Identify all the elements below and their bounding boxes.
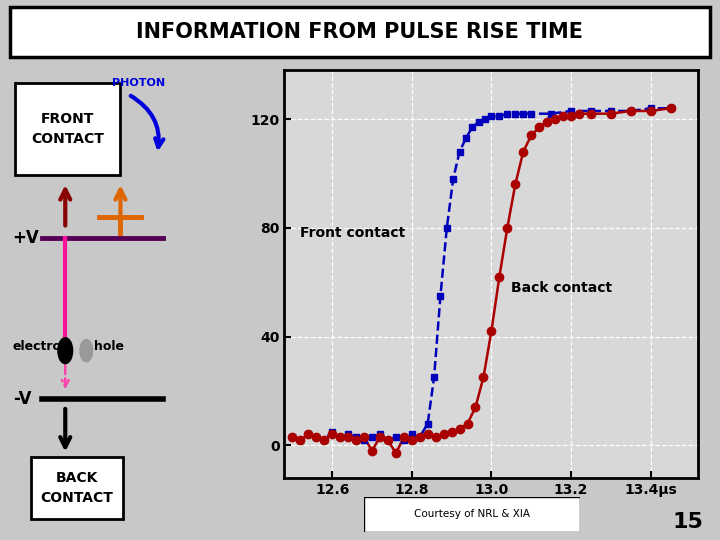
FancyBboxPatch shape: [31, 457, 123, 519]
Text: BACK
CONTACT: BACK CONTACT: [40, 471, 114, 505]
Text: INFORMATION FROM PULSE RISE TIME: INFORMATION FROM PULSE RISE TIME: [137, 22, 583, 42]
Circle shape: [80, 340, 93, 362]
Text: PHOTON: PHOTON: [112, 78, 166, 88]
Text: FRONT
CONTACT: FRONT CONTACT: [32, 112, 104, 146]
Text: hole: hole: [94, 340, 124, 353]
Circle shape: [58, 338, 73, 363]
Text: electron: electron: [13, 340, 71, 353]
Text: Front contact: Front contact: [300, 226, 405, 240]
Text: +V: +V: [13, 228, 40, 247]
FancyBboxPatch shape: [10, 7, 710, 57]
FancyBboxPatch shape: [15, 83, 120, 175]
FancyBboxPatch shape: [364, 497, 580, 532]
X-axis label: Time, [μs]: Time, [μs]: [444, 502, 539, 521]
Text: -V: -V: [13, 390, 31, 408]
Text: 15: 15: [672, 512, 703, 532]
Text: Back contact: Back contact: [511, 281, 613, 295]
Text: Courtesy of NRL & XIA: Courtesy of NRL & XIA: [413, 509, 530, 519]
